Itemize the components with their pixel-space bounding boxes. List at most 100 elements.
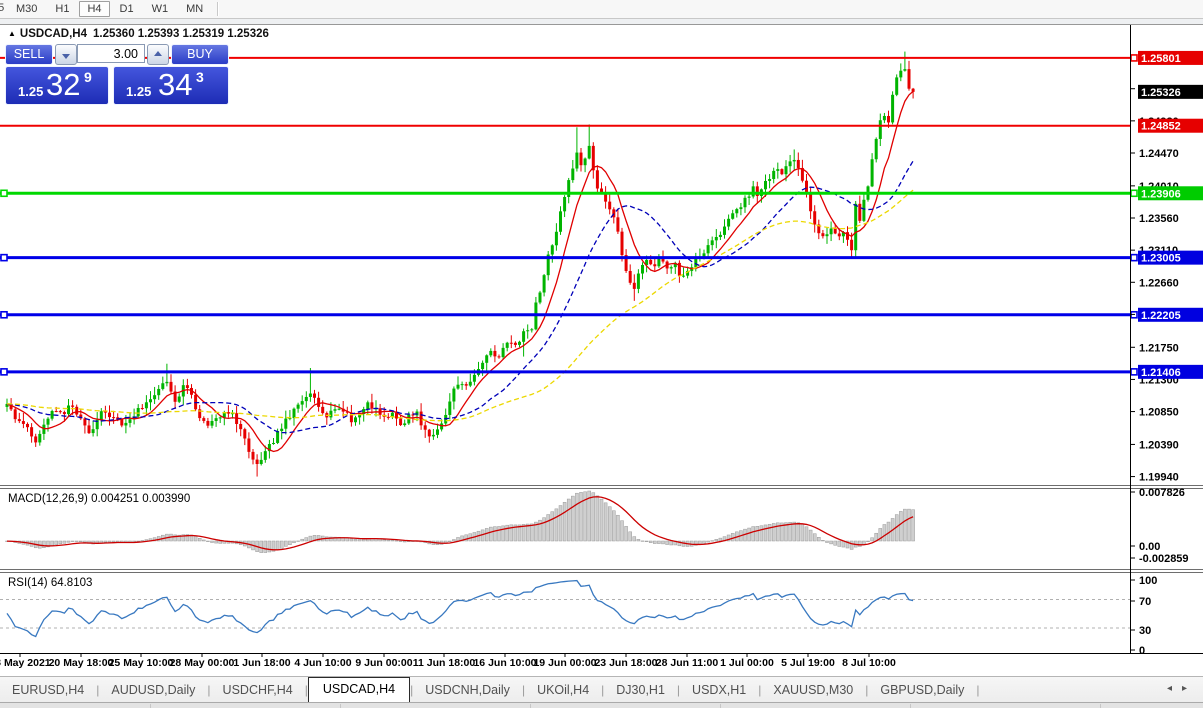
candles xyxy=(5,51,915,477)
one-click-trade-panel: SELL BUY 1.25 32 9 1.25 34 3 xyxy=(5,44,229,105)
time-tick-label: 8 Jul 10:00 xyxy=(842,657,896,669)
price-badge xyxy=(1138,186,1203,201)
price-tick-label: 1.19940 xyxy=(1139,472,1179,484)
time-tick-label: 25 May 10:00 xyxy=(109,657,174,669)
tab-separator: | xyxy=(304,682,308,697)
chart-tab-audusd[interactable]: AUDUSD,Daily xyxy=(111,682,196,697)
time-tick-label: 1 Jul 00:00 xyxy=(720,657,774,669)
chart-tab-xauusd[interactable]: XAUUSD,M30 xyxy=(773,682,854,697)
price-badge-label: 1.24852 xyxy=(1141,121,1181,133)
time-tick-label: 5 Jul 19:00 xyxy=(781,657,835,669)
price-badge xyxy=(1138,307,1203,322)
chart-tab-bar: EURUSD,H4 | AUDUSD,Daily | USDCHF,H4 | USDCAD,… xyxy=(0,676,1203,702)
price-badge xyxy=(1138,364,1203,379)
symbol-marker-icon: ▲ xyxy=(8,29,16,38)
time-tick-label: 1 Jun 18:00 xyxy=(233,657,290,669)
buy-price-pips: 34 xyxy=(158,67,193,102)
rsi-axis-label: 100 xyxy=(1139,575,1157,587)
moving-average-55 xyxy=(6,189,914,422)
price-badge xyxy=(1138,118,1203,133)
price-badge xyxy=(1138,250,1203,265)
macd-axis-label: -0.002859 xyxy=(1139,553,1189,565)
timeframe-toolbar: M5 M30 H1 H4 D1 W1 MN xyxy=(0,0,1203,18)
macd-label: MACD(12,26,9) 0.004251 0.003990 xyxy=(8,493,190,505)
taskbar-segment xyxy=(720,704,721,708)
rsi-label: RSI(14) 64.8103 xyxy=(8,577,92,589)
buy-button[interactable]: BUY xyxy=(171,44,229,65)
tab-separator: | xyxy=(521,682,526,697)
price-badge xyxy=(1138,84,1203,99)
line-handle-left[interactable] xyxy=(0,368,8,376)
price-badge-label: 1.21406 xyxy=(1141,367,1181,379)
price-badge-label: 1.22205 xyxy=(1141,310,1181,322)
time-tick-label: 9 Jun 00:00 xyxy=(355,657,412,669)
time-tick-label: 28 Jun 11:00 xyxy=(656,657,719,669)
volume-increase-button[interactable] xyxy=(147,44,169,65)
price-tick-label: 1.20390 xyxy=(1139,439,1179,451)
price-badge-label: 1.23906 xyxy=(1141,188,1181,200)
volume-input[interactable] xyxy=(77,44,145,63)
timeframe-button-m30[interactable]: M30 xyxy=(16,3,38,15)
chart-tab-usdx[interactable]: USDX,H1 xyxy=(692,682,747,697)
taskbar-segment xyxy=(530,704,531,708)
moving-average-8 xyxy=(6,90,914,453)
time-tick-label: 19 Jun 00:00 xyxy=(533,657,596,669)
arrow-down-icon xyxy=(62,54,70,59)
line-handle-left[interactable] xyxy=(0,310,8,319)
tab-separator: | xyxy=(758,682,762,697)
tab-separator: | xyxy=(410,682,414,697)
timeframe-button-mn[interactable]: MN xyxy=(186,3,204,15)
taskbar-segment xyxy=(340,704,341,708)
line-handle-right[interactable] xyxy=(1130,253,1138,262)
line-handle-right[interactable] xyxy=(1130,189,1138,198)
timeframe-button-d1[interactable]: D1 xyxy=(119,3,134,15)
scroll-right-icon[interactable]: ▸ xyxy=(1181,683,1197,694)
timeframe-button-h1[interactable]: H1 xyxy=(55,3,70,15)
time-tick-label: 16 Jun 10:00 xyxy=(473,657,536,669)
rsi-axis-label: 30 xyxy=(1139,625,1151,637)
chart-tab-gbpusd[interactable]: GBPUSD,Daily xyxy=(880,682,965,697)
line-handle-right[interactable] xyxy=(1130,54,1138,62)
line-handle-left[interactable] xyxy=(0,253,8,262)
chart-tab-usdcad[interactable]: USDCAD,H4 xyxy=(307,676,411,702)
sell-button[interactable]: SELL xyxy=(5,44,53,65)
chart-tab-ukoil[interactable]: UKOil,H4 xyxy=(537,682,590,697)
tab-scroll-arrows[interactable]: ◂▸ xyxy=(1167,683,1197,694)
buy-price-base: 1.25 xyxy=(126,84,152,99)
line-handle-left[interactable] xyxy=(0,189,8,198)
line-handle-right[interactable] xyxy=(1130,368,1138,376)
tab-separator: | xyxy=(96,682,100,697)
price-badge-label: 1.25801 xyxy=(1141,53,1181,65)
price-tick-label: 1.20850 xyxy=(1139,407,1179,419)
volume-decrease-button[interactable] xyxy=(55,44,77,65)
moving-average-21 xyxy=(6,160,914,434)
tab-separator: | xyxy=(207,682,211,697)
taskbar-edge xyxy=(0,702,1203,708)
rsi-line xyxy=(6,579,914,638)
chart-tab-dj30[interactable]: DJ30,H1 xyxy=(616,682,665,697)
rsi-axis-label: 0 xyxy=(1139,645,1145,657)
time-tick-label: 11 Jun 18:00 xyxy=(413,657,476,669)
macd-axis-label: 0.007826 xyxy=(1139,487,1185,499)
price-badge-label: 1.25326 xyxy=(1141,87,1181,99)
time-tick-label: 18 May 2021 xyxy=(0,657,51,669)
chart-tab-usdcnh[interactable]: USDCNH,Daily xyxy=(425,682,510,697)
price-tick-label: 1.21750 xyxy=(1139,342,1179,354)
chart-title: ▲ USDCAD,H4 1.25360 1.25393 1.25319 1.2532… xyxy=(8,28,269,40)
time-tick-label: 23 Jun 18:00 xyxy=(594,657,657,669)
buy-price-quote[interactable]: 1.25 34 3 xyxy=(113,66,229,105)
price-tick-label: 1.22660 xyxy=(1139,277,1179,289)
chart-tab-eurusd[interactable]: EURUSD,H4 xyxy=(12,682,85,697)
timeframe-button-w1[interactable]: W1 xyxy=(151,3,169,15)
price-tick-label: 1.24470 xyxy=(1139,148,1179,160)
timeframe-button-h4[interactable]: H4 xyxy=(79,1,110,17)
chart-tab-usdchf[interactable]: USDCHF,H4 xyxy=(222,682,293,697)
sell-price-quote[interactable]: 1.25 32 9 xyxy=(5,66,109,105)
toolbar-separator xyxy=(217,2,219,16)
scroll-left-icon[interactable]: ◂ xyxy=(1166,683,1182,694)
taskbar-segment xyxy=(1100,704,1101,708)
taskbar-segment xyxy=(150,704,151,708)
timeframe-button-partial[interactable]: M5 xyxy=(0,2,5,14)
